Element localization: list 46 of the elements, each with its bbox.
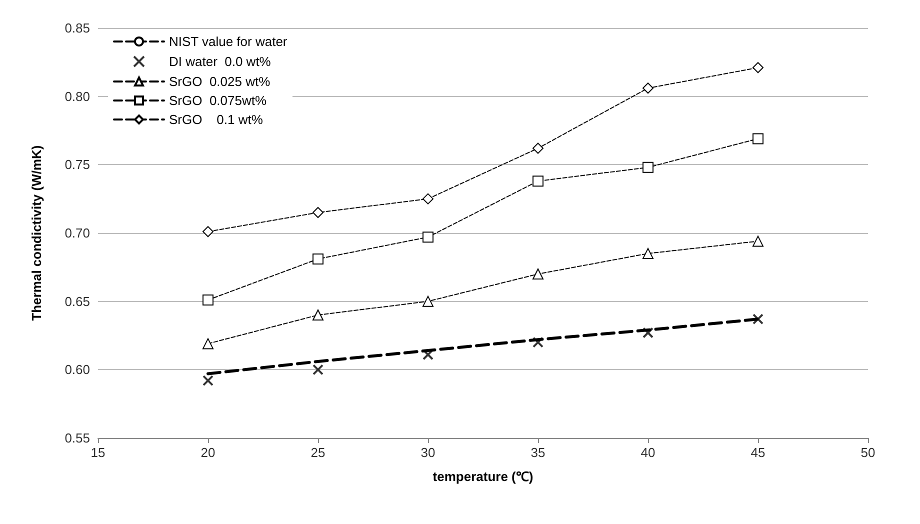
legend-label: NIST value for water — [169, 34, 288, 49]
y-tick-label: 0.55 — [64, 430, 90, 446]
x-tick-label: 35 — [530, 445, 546, 460]
y-tick-label: 0.85 — [64, 20, 90, 36]
point — [422, 193, 434, 204]
legend-label: SrGO 0.025 wt% — [169, 74, 271, 89]
point — [202, 338, 214, 350]
point — [642, 248, 654, 259]
x-tick-label: 40 — [640, 445, 656, 460]
point — [202, 294, 214, 306]
point — [422, 349, 434, 360]
y-tick-label: 0.75 — [64, 157, 90, 172]
point — [642, 82, 654, 94]
point — [752, 133, 764, 144]
point — [642, 162, 654, 173]
point — [422, 296, 434, 307]
y-axis-title: Thermal condictivity (W/mK) — [29, 145, 44, 321]
point — [202, 375, 214, 386]
point — [752, 62, 764, 74]
x-axis-title: temperature (℃) — [432, 469, 534, 484]
y-tick-label: 0.70 — [64, 226, 90, 240]
legend-label: SrGO 0.1 wt% — [169, 112, 264, 127]
point — [422, 232, 434, 243]
point — [312, 310, 324, 320]
point — [532, 336, 544, 348]
point — [532, 176, 544, 187]
x-tick-label: 50 — [860, 445, 876, 460]
point — [202, 226, 214, 238]
point — [752, 314, 764, 325]
legend-label: DI water 0.0 wt% — [169, 54, 272, 69]
point — [642, 327, 654, 338]
x-tick-label: 15 — [90, 445, 106, 460]
y-tick-label: 0.65 — [64, 294, 90, 309]
point — [532, 142, 544, 154]
y-tick-label: 0.60 — [64, 362, 90, 378]
point — [312, 207, 324, 218]
point — [532, 268, 544, 280]
point — [752, 236, 764, 247]
x-tick-label: 20 — [200, 445, 216, 460]
y-tick-label: 0.80 — [64, 88, 90, 104]
legend-label: SrGO 0.075wt% — [169, 93, 267, 108]
x-tick-label: 30 — [420, 445, 436, 460]
point — [312, 364, 324, 376]
x-tick-label: 45 — [750, 445, 766, 460]
point — [312, 253, 324, 264]
x-tick-label: 25 — [310, 445, 326, 460]
